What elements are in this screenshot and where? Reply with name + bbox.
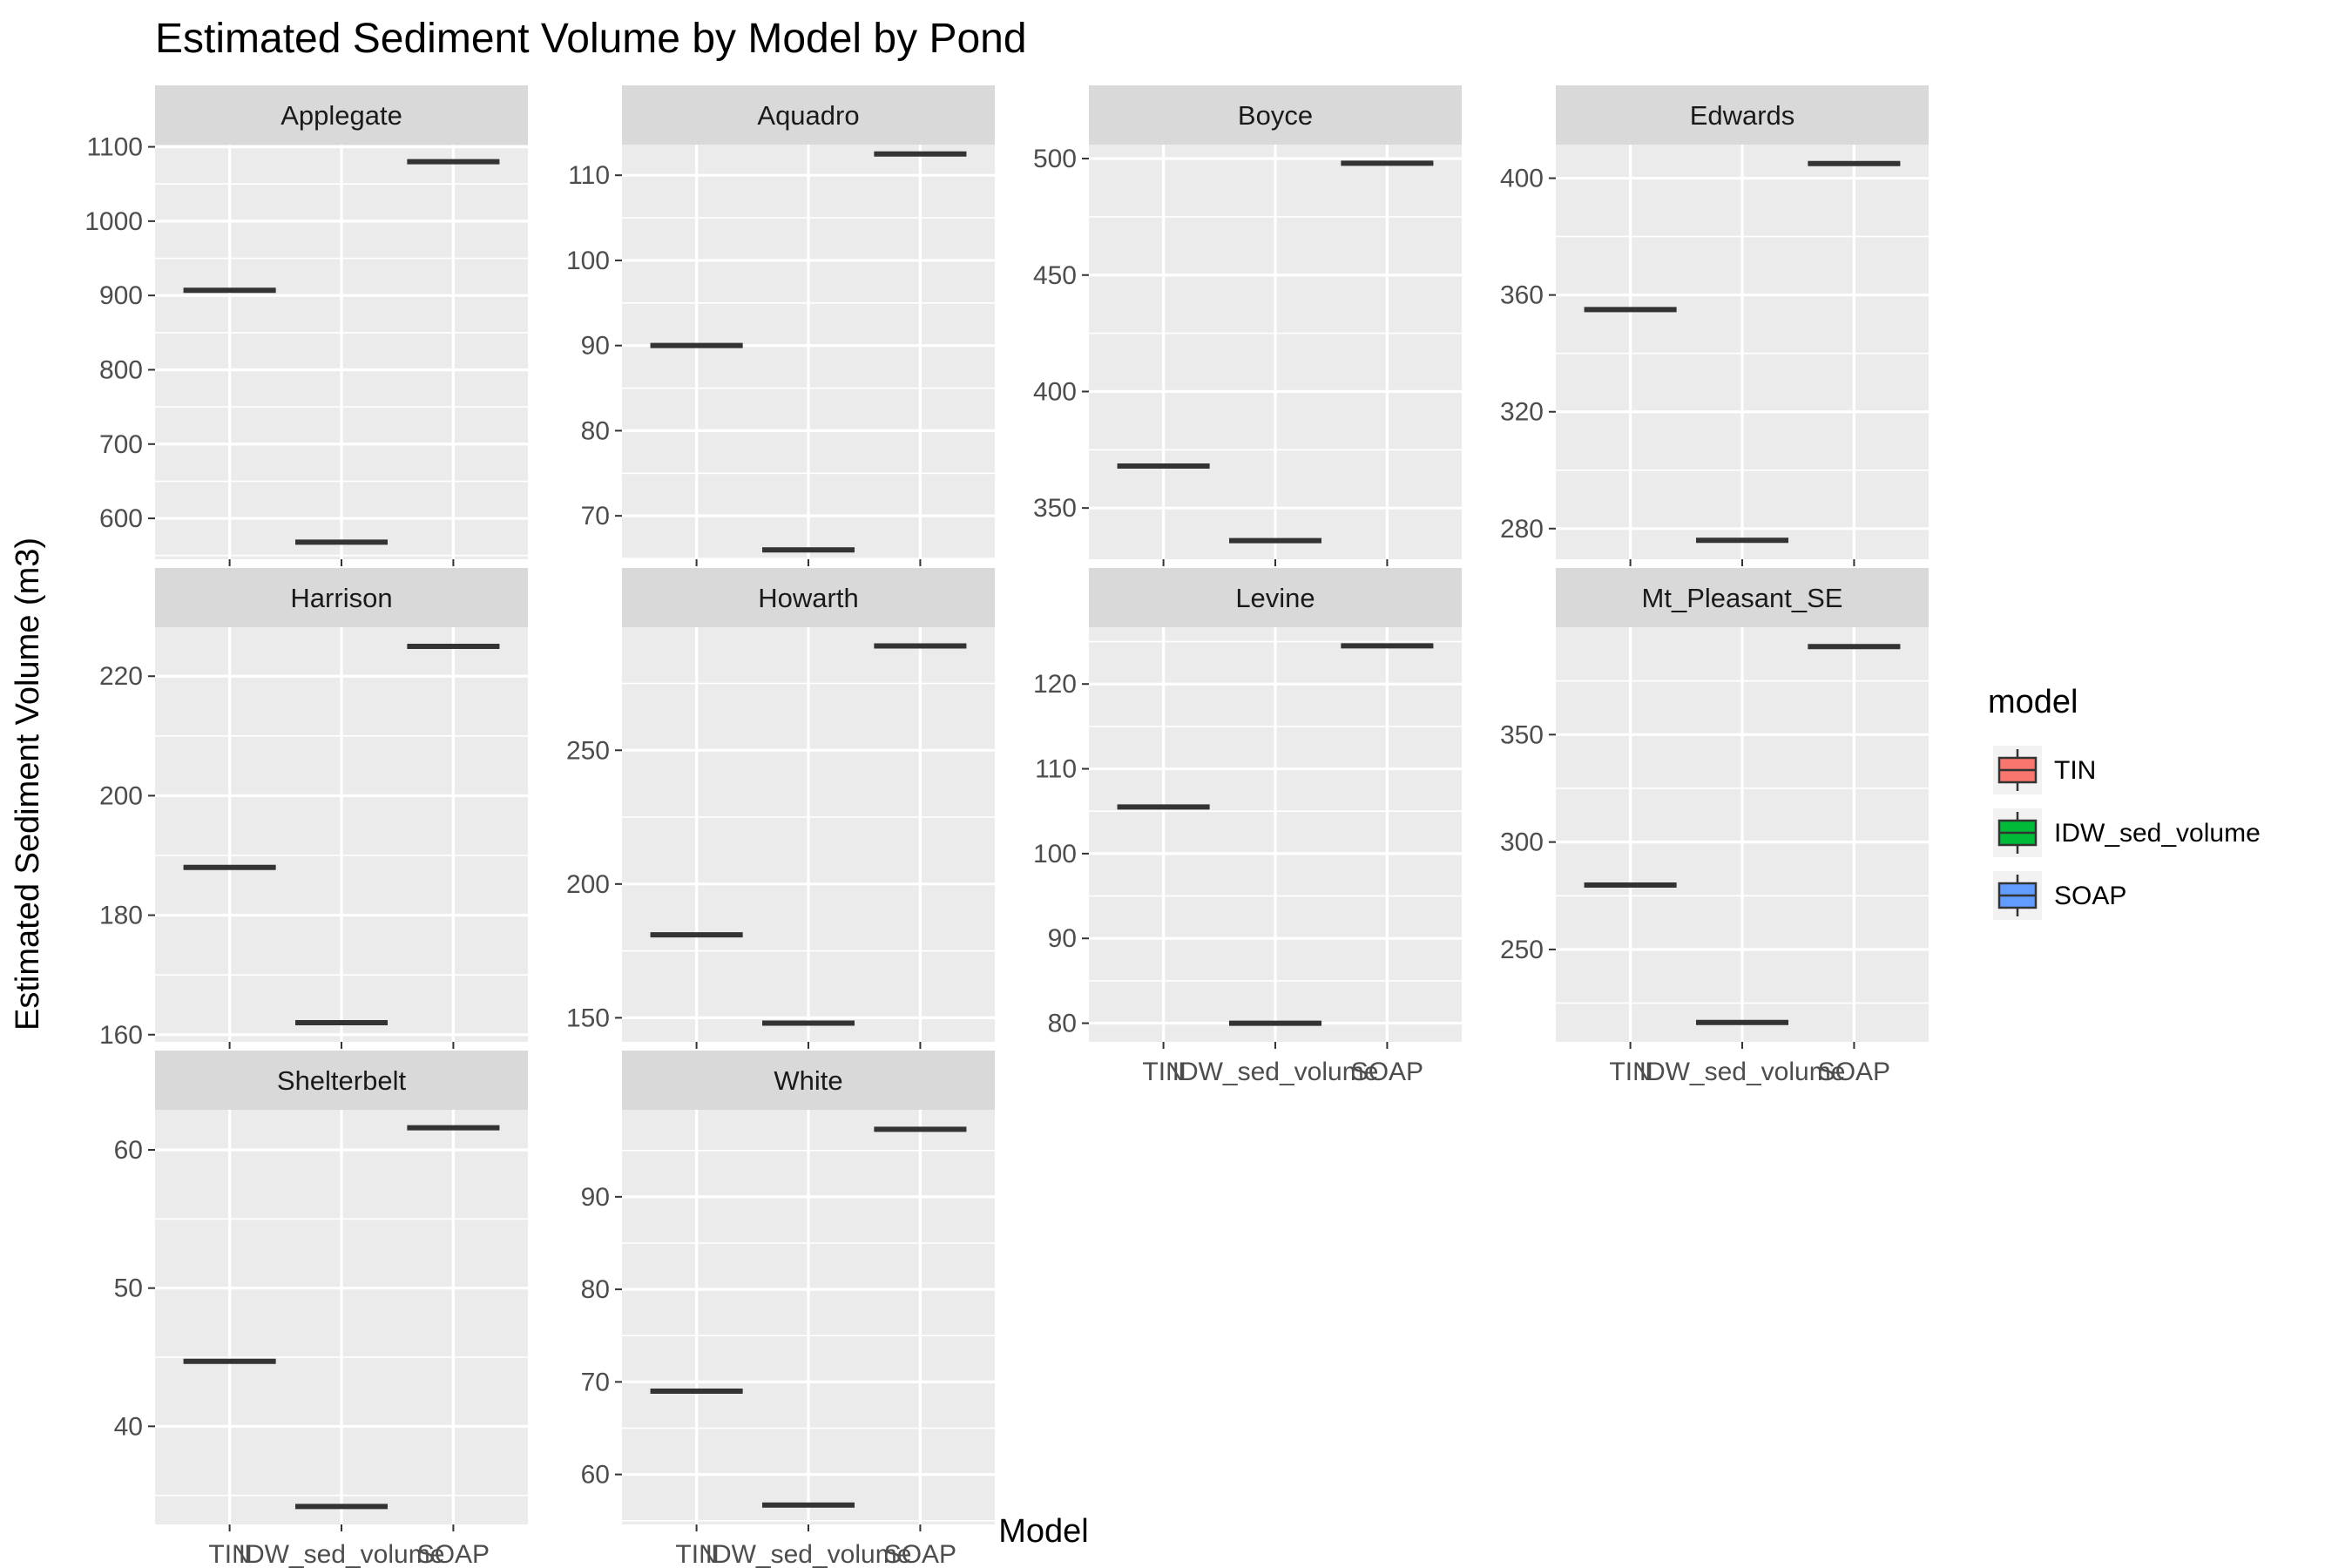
strip-background [1556, 85, 1929, 145]
y-tick-label: 400 [1500, 165, 1544, 193]
y-tick-label: 70 [581, 502, 610, 531]
strip-background [622, 1051, 995, 1110]
y-tick-label: 450 [1033, 261, 1077, 290]
y-tick-label: 80 [1048, 1010, 1077, 1038]
y-tick-label: 90 [581, 1183, 610, 1212]
y-tick-label: 600 [99, 504, 143, 533]
y-tick-label: 200 [99, 781, 143, 810]
strip-background [622, 568, 995, 627]
y-tick-label: 60 [581, 1461, 610, 1490]
x-tick-label-idw-sed-volume: IDW_sed_volume [1639, 1058, 1846, 1086]
y-tick-label: 160 [99, 1021, 143, 1050]
strip-background [155, 85, 528, 145]
strip-label-boyce: Boyce [1238, 100, 1313, 131]
y-tick-label: 350 [1033, 494, 1077, 523]
y-tick-label: 800 [99, 355, 143, 384]
y-tick-label: 400 [1033, 377, 1077, 406]
strip-label-levine: Levine [1235, 583, 1315, 613]
y-tick-label: 350 [1500, 720, 1544, 749]
legend-item-tin: TIN [1993, 746, 2096, 794]
strip-label-harrison: Harrison [290, 583, 392, 613]
y-tick-label: 80 [581, 416, 610, 445]
strip-label-shelterbelt: Shelterbelt [277, 1065, 407, 1096]
y-tick-label: 50 [114, 1274, 143, 1303]
y-tick-label: 90 [1048, 924, 1077, 953]
y-tick-label: 700 [99, 430, 143, 459]
strip-label-howarth: Howarth [758, 583, 858, 613]
chart-title: Estimated Sediment Volume by Model by Po… [155, 16, 1027, 62]
x-axis-title: Model [998, 1513, 1089, 1550]
panel-mt-pleasant-se: Mt_Pleasant_SE 250 300 350 TINIDW_sed_volume… [1500, 568, 1929, 1086]
strip-label-mt-pleasant-se: Mt_Pleasant_SE [1642, 583, 1843, 613]
y-tick-label: 110 [1035, 755, 1077, 784]
y-tick-label: 200 [566, 870, 610, 899]
y-tick-label: 100 [1033, 840, 1077, 868]
y-tick-label: 900 [99, 281, 143, 310]
y-tick-label: 70 [581, 1368, 610, 1396]
y-tick-label: 60 [114, 1136, 143, 1165]
x-tick-label-tin: TIN [675, 1540, 717, 1568]
strip-background [155, 568, 528, 627]
panel-harrison: Harrison160180200220TINIDW_sed_volumeSOA… [99, 568, 528, 1086]
facet-panels: Applegate60070080090010001100TINIDW_sed_… [84, 85, 1929, 1568]
x-tick-label-soap: SOAP [1351, 1058, 1423, 1086]
y-tick-label: 250 [1500, 936, 1544, 964]
y-tick-label: 40 [114, 1412, 143, 1441]
x-tick-label-idw-sed-volume: IDW_sed_volume [239, 1540, 445, 1568]
legend-label-tin: TIN [2054, 756, 2096, 785]
y-tick-label: 360 [1500, 281, 1544, 310]
legend-label-soap: SOAP [2054, 882, 2126, 910]
x-tick-label-idw-sed-volume: IDW_sed_volume [1173, 1058, 1379, 1086]
strip-label-edwards: Edwards [1690, 100, 1795, 131]
y-tick-label: 80 [581, 1275, 610, 1304]
y-tick-label: 250 [566, 736, 610, 765]
legend-title: model [1988, 684, 2078, 720]
strip-background [622, 85, 995, 145]
strip-label-white: White [774, 1065, 842, 1096]
y-tick-label: 500 [1033, 145, 1077, 173]
panel-applegate: Applegate60070080090010001100TINIDW_sed_… [84, 85, 528, 604]
x-tick-label-soap: SOAP [884, 1540, 956, 1568]
y-tick-label: 110 [568, 161, 610, 190]
x-tick-label-tin: TIN [208, 1540, 250, 1568]
strip-label-applegate: Applegate [280, 100, 402, 131]
y-tick-label: 120 [1033, 670, 1077, 699]
legend: model TIN IDW_sed_volume SOAP [1988, 684, 2261, 920]
strip-background [155, 1051, 528, 1110]
y-axis-title: Estimated Sediment Volume (m3) [10, 537, 46, 1031]
legend-item-soap: SOAP [1993, 871, 2126, 920]
y-tick-label: 320 [1500, 398, 1544, 427]
y-tick-label: 1100 [86, 133, 143, 162]
strip-background [1089, 85, 1462, 145]
y-tick-label: 300 [1500, 828, 1544, 857]
y-tick-label: 1000 [84, 207, 143, 236]
y-tick-label: 220 [99, 662, 143, 691]
x-tick-label-tin: TIN [1142, 1058, 1184, 1086]
x-tick-label-soap: SOAP [417, 1540, 490, 1568]
x-tick-label-soap: SOAP [1818, 1058, 1890, 1086]
y-tick-label: 280 [1500, 515, 1544, 544]
strip-background [1089, 568, 1462, 627]
strip-background [1556, 568, 1929, 627]
legend-label-idw-sed-volume: IDW_sed_volume [2054, 819, 2261, 848]
strip-label-aquadro: Aquadro [757, 100, 859, 131]
y-tick-label: 90 [581, 332, 610, 361]
y-tick-label: 150 [566, 1004, 610, 1032]
x-tick-label-tin: TIN [1609, 1058, 1651, 1086]
y-tick-label: 180 [99, 902, 143, 930]
y-tick-label: 100 [566, 247, 610, 275]
legend-item-idw-sed-volume: IDW_sed_volume [1993, 808, 2261, 857]
x-tick-label-idw-sed-volume: IDW_sed_volume [706, 1540, 912, 1568]
